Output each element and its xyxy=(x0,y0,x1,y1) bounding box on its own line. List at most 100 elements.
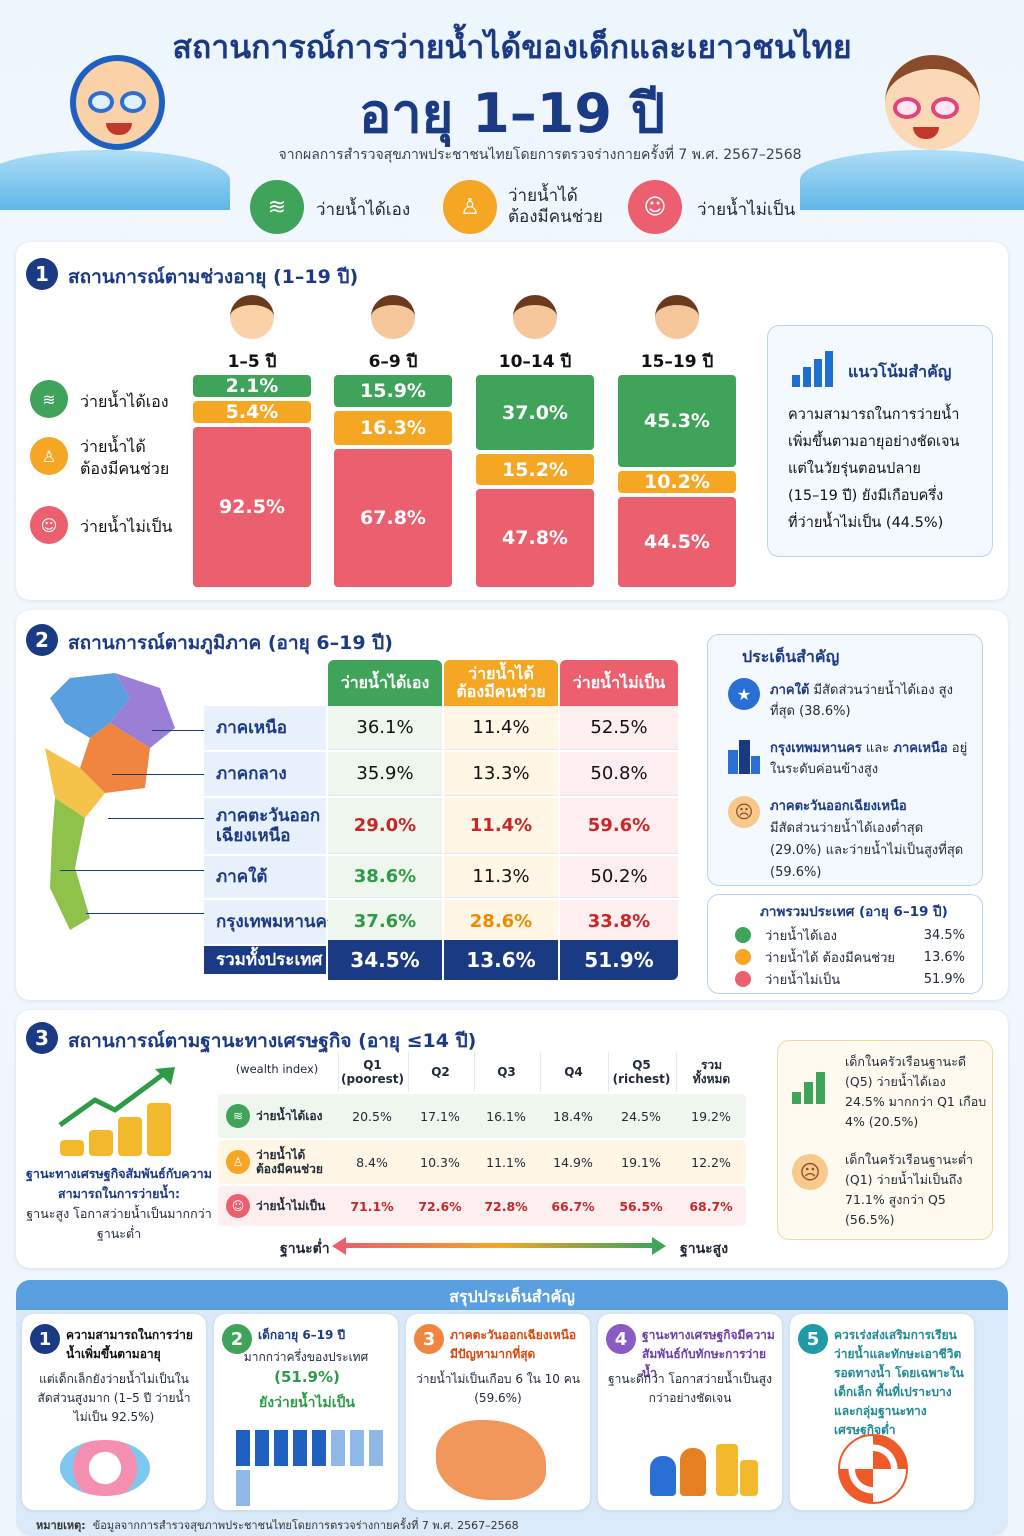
helper-icon: ♙ xyxy=(443,180,497,234)
legend-dot xyxy=(735,949,751,965)
wealth-row xyxy=(218,1140,746,1184)
row-status-icon: ☺ xyxy=(226,1194,250,1218)
award-icon: ★ xyxy=(728,678,760,710)
wealth-cell: 71.1% xyxy=(350,1198,394,1214)
col-header-need-help: ว่ายน้ำได้ ต้องมีคนช่วย xyxy=(444,660,558,706)
wealth-cell: 19.1% xyxy=(621,1154,661,1170)
legend-need-help: ว่ายน้ำได้ ต้องมีคนช่วย xyxy=(508,186,603,228)
overall-title: ภาพรวมประเทศ (อายุ 6–19 ปี) xyxy=(760,904,948,920)
person-icon xyxy=(236,1470,250,1506)
section-title: สถานการณ์ตามฐานะทางเศรษฐกิจ (อายุ ≤14 ปี… xyxy=(68,1030,477,1052)
wealth-col-header: Q1 (poorest) xyxy=(338,1052,406,1092)
region-cell: 11.3% xyxy=(444,856,558,898)
region-cell: 52.5% xyxy=(560,706,678,750)
legend-dot xyxy=(735,927,751,943)
region-cell: 11.4% xyxy=(444,706,558,750)
region-cell: 11.4% xyxy=(444,798,558,854)
right-wave-decoration xyxy=(800,150,1024,210)
region-cell: 28.6% xyxy=(444,900,558,944)
region-cell: 33.8% xyxy=(560,900,678,944)
wealth-col-header: Q4 xyxy=(540,1052,606,1092)
thailand-map xyxy=(45,673,175,930)
wealth-col-header: Q2 xyxy=(408,1052,472,1092)
wealth-corner-label: (wealth index) xyxy=(235,1062,319,1076)
wealth-note-poor: เด็กในครัวเรือนฐานะต่ำ (Q1) ว่ายน้ำไม่เป… xyxy=(845,1152,974,1227)
family-coins-illustration xyxy=(650,1440,760,1496)
summary-card-headline: ฐานะทางเศรษฐกิจมีความสัมพันธ์กับทักษะการ… xyxy=(642,1328,775,1380)
wealth-cell: 8.4% xyxy=(356,1154,388,1170)
trend-chart-icon xyxy=(790,345,838,387)
arrow-right-head xyxy=(652,1237,666,1255)
overall-label: ว่ายน้ำได้เอง xyxy=(765,928,837,944)
boy-swimmer-illustration xyxy=(70,55,165,150)
summary-card-headline: ควรเร่งส่งเสริมการเรียนว่ายน้ำและทักษะเอ… xyxy=(834,1328,964,1437)
region-row-label: ภาคตะวันออก เฉียงเหนือ xyxy=(204,798,326,854)
summary-card-headline: ความสามารถในการว่ายน้ำเพิ่มขึ้นตามอายุ xyxy=(66,1328,193,1361)
wealth-cell: 19.2% xyxy=(691,1108,731,1124)
swimmer-icon: ≋ xyxy=(30,380,68,418)
region-cell: 36.1% xyxy=(328,706,442,750)
sad-face-icon: ☹ xyxy=(792,1154,828,1190)
northeast-map-illustration xyxy=(436,1420,546,1500)
wealth-col-header: รวม ทั้งหมด xyxy=(676,1052,746,1092)
overall-list: ว่ายน้ำได้เอง 34.5% ว่ายน้ำได้ ต้องมีคนช่ว… xyxy=(735,924,965,990)
wealth-col-header: Q5 (richest) xyxy=(608,1052,674,1092)
person-icon xyxy=(293,1430,307,1466)
section-title: สถานการณ์ตามช่วงอายุ (1–19 ปี) xyxy=(68,266,359,288)
summary-title: สรุปประเด็นสำคัญ xyxy=(449,1287,575,1306)
total-cell: 51.9% xyxy=(560,940,678,980)
page-title-age: อายุ 1–19 ปี xyxy=(359,82,665,145)
overall-value: 51.9% xyxy=(923,971,965,987)
wealth-row-label: ว่ายน้ำได้ ต้องมีคนช่วย xyxy=(256,1147,323,1176)
trend-title: แนวโน้มสำคัญ xyxy=(848,362,952,381)
wealth-note-rich: เด็กในครัวเรือนฐานะดี (Q5) ว่ายน้ำได้เอง… xyxy=(845,1054,987,1129)
overall-row: ว่ายน้ำได้เอง 34.5% xyxy=(735,924,965,946)
map-connector xyxy=(112,774,204,775)
summary-card-percent: (51.9%) xyxy=(274,1368,340,1386)
trend-box xyxy=(767,325,993,557)
child-face-icon: ☺ xyxy=(628,180,682,234)
overall-label: ว่ายน้ำได้ ต้องมีคนช่วย xyxy=(765,950,896,966)
bar-growth-icon xyxy=(792,1070,830,1104)
summary-card-tail: ยังว่ายน้ำไม่เป็น xyxy=(259,1395,355,1411)
key-point-south: ภาคใต้ มีสัดส่วนว่ายน้ำได้เอง สูงที่สุด … xyxy=(770,683,953,719)
map-connector xyxy=(108,818,204,819)
summary-card-number: 1 xyxy=(30,1324,60,1354)
map-connector xyxy=(60,870,204,871)
overall-value: 34.5% xyxy=(923,927,965,943)
total-row-label: รวมทั้งประเทศ xyxy=(204,946,326,974)
wealth-cell: 10.3% xyxy=(420,1154,460,1170)
summary-card-number: 2 xyxy=(222,1324,252,1354)
wealth-row xyxy=(218,1094,746,1138)
person-icon xyxy=(255,1430,269,1466)
arrow-left-head xyxy=(332,1237,346,1255)
summary-card-number: 4 xyxy=(606,1324,636,1354)
wealth-cell: 17.1% xyxy=(420,1108,460,1124)
region-cell: 35.9% xyxy=(328,752,442,796)
wealth-cell: 72.6% xyxy=(418,1198,462,1214)
wealth-cell: 68.7% xyxy=(689,1198,733,1214)
swimmer-icon: ≋ xyxy=(250,180,304,234)
legend-cannot-swim: ว่ายน้ำไม่เป็น xyxy=(697,200,796,220)
region-cell: 29.0% xyxy=(328,798,442,854)
summary-card-headline: เด็กอายุ 6–19 ปี xyxy=(258,1328,346,1342)
section-number: 1 xyxy=(26,258,58,290)
person-icon xyxy=(331,1430,345,1466)
region-row-label: กรุงเทพมหานคร xyxy=(204,900,336,944)
wealth-cell: 12.2% xyxy=(691,1154,731,1170)
wealth-cell: 20.5% xyxy=(352,1108,392,1124)
region-row-label: ภาคใต้ xyxy=(204,856,326,898)
summary-header xyxy=(16,1280,1008,1310)
row-status-icon: ≋ xyxy=(226,1104,250,1128)
legend-can-swim: ว่ายน้ำได้เอง xyxy=(316,200,411,220)
helper-icon: ♙ xyxy=(30,437,68,475)
person-icon xyxy=(369,1430,383,1466)
city-buildings-icon xyxy=(728,740,760,774)
region-row-label: ภาคเหนือ xyxy=(204,706,326,750)
section-title: สถานการณ์ตามภูมิภาค (อายุ 6–19 ปี) xyxy=(68,632,393,654)
person-icon xyxy=(274,1430,288,1466)
col-header-can-swim: ว่ายน้ำได้เอง xyxy=(328,660,442,706)
region-cell: 59.6% xyxy=(560,798,678,854)
summary-card-text: ฐานะดีกว่า โอกาสว่ายน้ำเป็นสูงกว่าอย่างช… xyxy=(608,1372,772,1405)
overall-box xyxy=(707,894,983,994)
